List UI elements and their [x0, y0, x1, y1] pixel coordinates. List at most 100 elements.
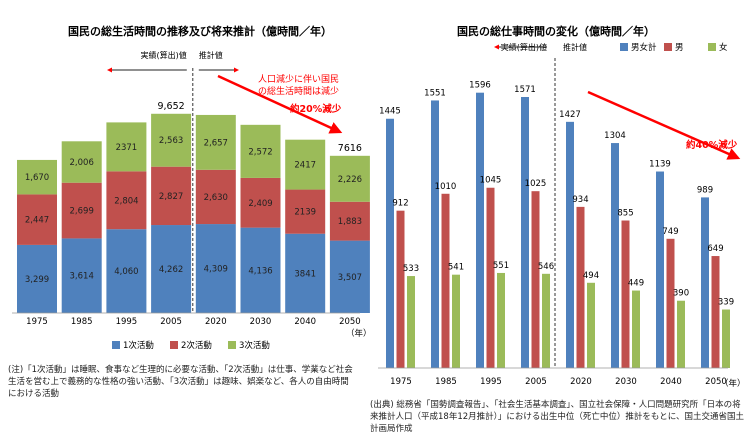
- left-bar-label-2005-2: 2,827: [159, 192, 183, 202]
- left-x-tick-2040: 2040: [294, 317, 316, 327]
- left-bar-label-2020-1: 4,309: [204, 265, 228, 275]
- left-x-tick-1975: 1975: [26, 317, 48, 327]
- right-bar-label-1975-2: 912: [392, 199, 408, 209]
- right-bar-label-1985-3: 541: [448, 263, 464, 273]
- left-bar-label-2050-1: 3,507: [338, 273, 362, 283]
- right-bar-label-1995-1: 1596: [469, 81, 491, 91]
- left-x-tick-1995: 1995: [116, 317, 138, 327]
- right-x-tick-1975: 1975: [390, 377, 412, 387]
- right-bar-label-2020-3: 494: [583, 271, 599, 281]
- left-total-label-2005: 9,652: [157, 101, 184, 112]
- left-bar-2005-1: [151, 225, 192, 313]
- right-bar-2020-3: [587, 282, 595, 368]
- right-decline-arrow: [587, 90, 741, 160]
- right-bar-1975-2: [396, 210, 405, 368]
- left-x-tick-2020: 2020: [205, 317, 227, 327]
- right-bar-label-2020-1: 1427: [559, 110, 581, 120]
- left-bar-label-1985-1: 3,614: [70, 272, 94, 282]
- right-bar-label-2050-2: 649: [707, 244, 723, 254]
- left-bar-2030-1: [240, 227, 281, 313]
- left-region-estimate: 推計値: [199, 50, 223, 60]
- right-bar-1995-1: [476, 92, 484, 368]
- right-legend-label-3: 女: [719, 42, 728, 53]
- left-bar-label-1975-1: 3,299: [25, 275, 49, 285]
- left-bar-label-2030-3: 2,572: [248, 147, 272, 157]
- right-bar-label-2050-1: 989: [697, 185, 713, 195]
- left-legend-swatch-2: [170, 341, 178, 349]
- left-legend-label-2: 2次活動: [181, 340, 212, 351]
- left-bar-2030-3: [240, 124, 281, 178]
- right-bar-label-2040-1: 1139: [649, 160, 671, 170]
- left-chart-footnote: (注)「1次活動」は睡眠、食事など生理的に必要な活動、「2次活動」は仕事、学業な…: [8, 365, 353, 399]
- right-bar-label-2050-3: 339: [718, 298, 734, 308]
- right-bar-1995-3: [497, 272, 505, 368]
- right-chart-source-note: (出典) 総務省「国勢調査報告」、「社会生活基本調査」、国立社会保障・人口問題研…: [370, 400, 744, 434]
- right-bar-label-2020-2: 934: [572, 195, 588, 205]
- left-bar-1985-1: [61, 238, 102, 313]
- left-bar-1985-3: [61, 141, 102, 183]
- left-bar-2005-3: [151, 113, 192, 167]
- right-x-tick-1995: 1995: [480, 377, 502, 387]
- right-bar-label-2030-2: 855: [617, 209, 633, 219]
- left-annotation-line3: 約20%減少: [290, 103, 342, 115]
- left-annotation-line2: の総生活時間は減少: [258, 85, 339, 97]
- right-bar-label-2030-3: 449: [628, 279, 644, 289]
- left-bar-label-2050-3: 2,226: [338, 175, 362, 185]
- left-bar-1995-3: [106, 122, 147, 172]
- left-bar-label-1995-2: 2,804: [114, 196, 138, 206]
- right-x-tick-2040: 2040: [660, 377, 682, 387]
- left-legend-swatch-3: [228, 341, 236, 349]
- left-bar-1995-2: [106, 171, 147, 230]
- left-chart-title: 国民の総生活時間の推移及び将来推計（億時間／年）: [68, 24, 332, 38]
- right-bar-2030-2: [621, 220, 630, 368]
- left-decline-arrow: [217, 74, 343, 134]
- right-bar-label-2005-1: 1571: [514, 85, 536, 95]
- left-bar-2020-2: [195, 169, 236, 225]
- left-bar-label-2020-2: 2,630: [204, 193, 228, 203]
- right-bar-2040-1: [656, 171, 664, 368]
- right-bar-label-1995-2: 1045: [480, 176, 502, 186]
- right-region-estimate: 推計値: [563, 42, 587, 52]
- left-legend-label-3: 3次活動: [239, 340, 270, 351]
- right-bar-2020-1: [566, 121, 574, 368]
- left-bar-2050-3: [329, 155, 370, 202]
- left-bar-label-2005-3: 2,563: [159, 136, 183, 146]
- right-x-tick-2050: 2050: [705, 377, 727, 387]
- left-bar-1985-2: [61, 182, 102, 239]
- left-bar-1975-1: [17, 244, 57, 313]
- left-bar-2020-1: [195, 224, 236, 313]
- right-bar-label-2040-3: 390: [673, 289, 689, 299]
- right-bar-2030-1: [611, 143, 619, 368]
- right-bar-1985-1: [431, 100, 439, 368]
- right-x-tick-2030: 2030: [615, 377, 637, 387]
- left-annotation-line1: 人口減少に伴い国民: [258, 73, 339, 85]
- right-bar-2005-2: [531, 191, 540, 368]
- left-x-tick-2005: 2005: [160, 317, 182, 327]
- right-bar-label-2040-2: 749: [662, 227, 678, 237]
- left-total-label-2050: 7616: [338, 143, 362, 154]
- left-bar-label-2030-1: 4,136: [248, 266, 272, 276]
- right-legend-swatch-1: [620, 43, 628, 51]
- left-legend-swatch-1: [112, 341, 120, 349]
- left-bar-label-2040-1: 3841: [294, 269, 316, 279]
- right-bar-label-1985-1: 1551: [424, 88, 446, 98]
- right-bar-2020-2: [576, 206, 585, 368]
- left-bar-label-2005-1: 4,262: [159, 265, 183, 275]
- left-x-tick-1985: 1985: [71, 317, 93, 327]
- right-bar-label-1995-3: 551: [493, 261, 509, 271]
- right-bar-1975-3: [407, 276, 415, 368]
- left-bar-1975-2: [17, 194, 57, 245]
- left-bar-2040-3: [285, 139, 326, 190]
- right-bar-1995-2: [486, 187, 495, 368]
- right-bar-label-2030-1: 1304: [604, 131, 626, 141]
- right-x-unit: （年）: [720, 378, 746, 389]
- right-bar-1985-3: [452, 274, 460, 368]
- right-bar-label-1985-2: 1010: [435, 182, 457, 192]
- right-bar-1985-2: [441, 193, 450, 368]
- right-legend-label-2: 男: [675, 43, 684, 53]
- right-bar-label-2005-2: 1025: [525, 179, 547, 189]
- right-legend-label-1: 男女計: [631, 42, 657, 53]
- left-bar-1995-1: [106, 229, 147, 313]
- left-region-actual: 実績(算出)値: [141, 50, 187, 60]
- right-legend-swatch-2: [664, 43, 672, 51]
